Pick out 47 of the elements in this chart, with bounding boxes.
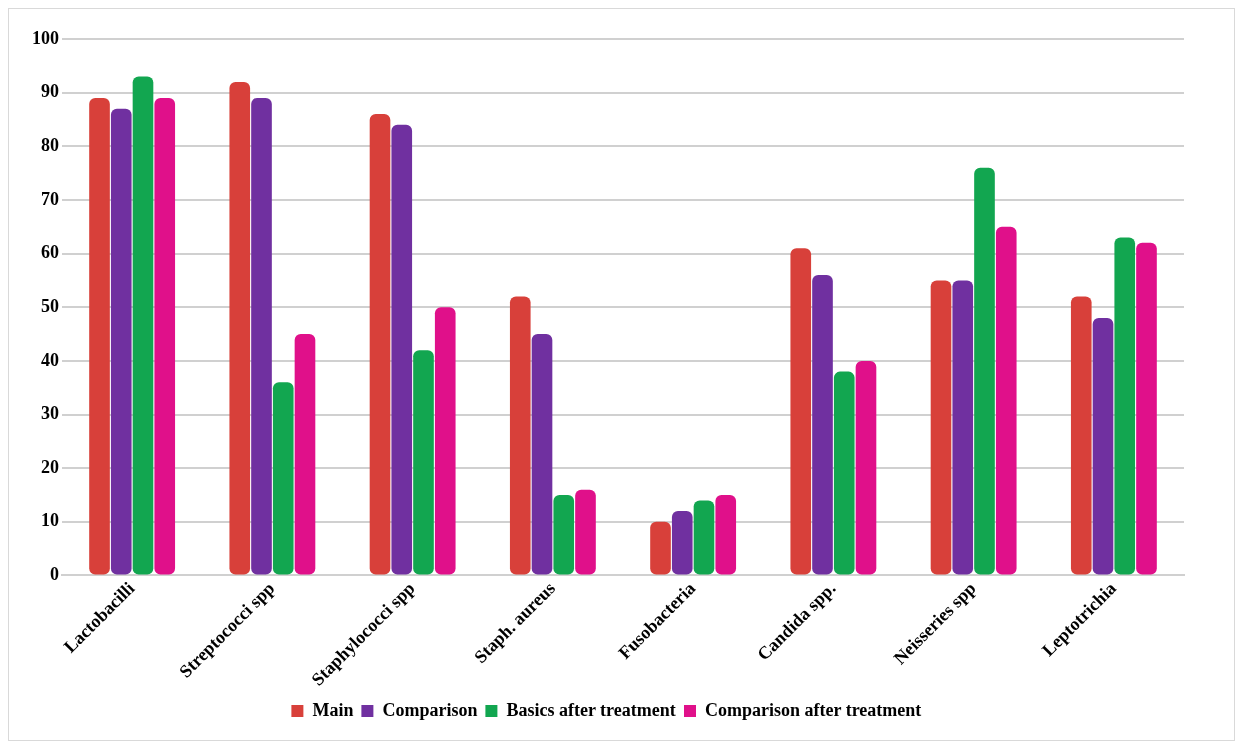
y-tick-label: 90: [41, 81, 59, 102]
bar: [671, 511, 693, 575]
bar: [1114, 237, 1136, 575]
bar: [294, 334, 316, 575]
bar: [1092, 317, 1114, 575]
bar: [693, 500, 715, 575]
y-tick-label: 20: [41, 456, 59, 477]
bar: [812, 275, 833, 575]
bar: [110, 108, 132, 575]
bar: [369, 114, 391, 575]
y-tick-label: 70: [41, 188, 59, 209]
bar: [272, 382, 294, 575]
y-tick-label: 60: [41, 242, 59, 263]
bar: [434, 307, 456, 575]
bar: [952, 280, 974, 575]
y-tick-label: 10: [41, 510, 59, 531]
bar: [251, 98, 272, 575]
bar: [715, 495, 737, 575]
bar: [413, 350, 434, 575]
bar: [229, 81, 251, 575]
bar: [89, 98, 110, 575]
bar: [974, 167, 995, 575]
bar: [650, 521, 671, 575]
bar: [531, 334, 553, 575]
bar: [790, 248, 812, 575]
bar: [132, 76, 154, 575]
y-tick-label: 40: [41, 349, 59, 370]
bar: [995, 226, 1017, 575]
legend-label: Comparison after treatment: [705, 699, 922, 720]
bar: [575, 489, 596, 575]
legend-label: Comparison: [382, 699, 478, 720]
bar: [553, 495, 575, 575]
y-tick-label: 100: [32, 27, 59, 48]
bar: [930, 280, 952, 575]
legend-label: Basics after treatment: [506, 699, 676, 720]
bar: [154, 98, 176, 575]
legend-label: Main: [312, 699, 354, 720]
bar: [1070, 296, 1092, 575]
bar: [391, 124, 413, 575]
bar: [509, 296, 531, 575]
y-tick-label: 80: [41, 134, 59, 155]
bar: [855, 360, 877, 575]
bar: [833, 371, 855, 575]
y-tick-label: 0: [50, 564, 59, 585]
y-tick-label: 50: [41, 295, 59, 316]
bar: [1136, 242, 1157, 575]
y-tick-label: 30: [41, 403, 59, 424]
